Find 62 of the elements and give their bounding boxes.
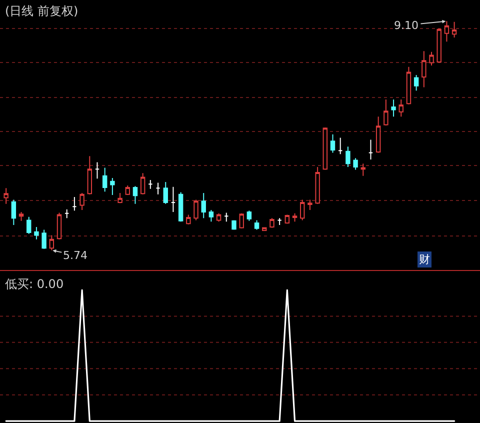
candlestick <box>224 212 229 222</box>
candlestick <box>178 192 184 222</box>
candlestick <box>414 74 419 92</box>
annotation: 9.10 <box>394 19 418 32</box>
candlestick <box>201 192 206 219</box>
candlestick <box>384 99 388 126</box>
candlestick <box>246 210 252 222</box>
candlestick <box>436 28 442 64</box>
candlestick <box>186 214 191 225</box>
candlestick <box>284 214 290 224</box>
candlestick <box>292 212 298 222</box>
candlestick <box>232 220 236 230</box>
candlestick <box>406 66 412 105</box>
candlestick <box>148 180 153 190</box>
candlestick <box>398 99 404 118</box>
candlestick <box>11 199 16 226</box>
candlestick <box>18 212 24 222</box>
chart-title: (日线 前复权) <box>5 4 78 18</box>
chart-title: 低买: 0.00 <box>5 277 64 291</box>
candlestick <box>110 177 115 196</box>
candlestick <box>360 163 366 176</box>
annotation: 财 <box>419 253 430 266</box>
candlestick <box>239 212 244 229</box>
candlestick <box>156 182 160 195</box>
candlestick <box>330 134 336 154</box>
candlestick <box>140 172 146 195</box>
candlestick <box>277 218 282 226</box>
candlestick <box>376 116 381 154</box>
candlestick <box>42 229 46 250</box>
candlestick <box>87 156 92 195</box>
candlestick <box>262 227 267 231</box>
candlestick <box>452 21 457 38</box>
candlestick <box>315 166 320 204</box>
candlestick <box>322 127 328 170</box>
candlestick <box>163 182 168 204</box>
candlestick <box>26 216 32 234</box>
candlestick <box>170 186 176 213</box>
candlestick <box>94 162 100 180</box>
candlestick <box>368 139 374 160</box>
candlestick <box>391 99 396 118</box>
candlestick <box>72 196 77 212</box>
candlestick <box>270 218 274 228</box>
candlestick <box>346 146 350 168</box>
candlestick <box>353 158 358 170</box>
candlestick <box>125 184 130 196</box>
annotation: 5.74 <box>63 249 88 262</box>
candlestick <box>338 137 343 155</box>
candlestick <box>102 167 108 192</box>
candlestick <box>118 192 122 204</box>
candlestick <box>208 210 214 222</box>
candlestick <box>254 220 260 230</box>
candlestick <box>34 226 39 240</box>
candlestick <box>4 188 8 204</box>
candlestick <box>64 208 70 219</box>
candlestick <box>80 192 84 210</box>
candlestick <box>300 199 305 221</box>
candlestick <box>194 199 198 221</box>
candlestick <box>132 186 138 204</box>
candlestick <box>56 212 62 240</box>
candlestick <box>429 51 434 66</box>
candlestick <box>308 199 312 210</box>
candlestick <box>422 50 426 88</box>
